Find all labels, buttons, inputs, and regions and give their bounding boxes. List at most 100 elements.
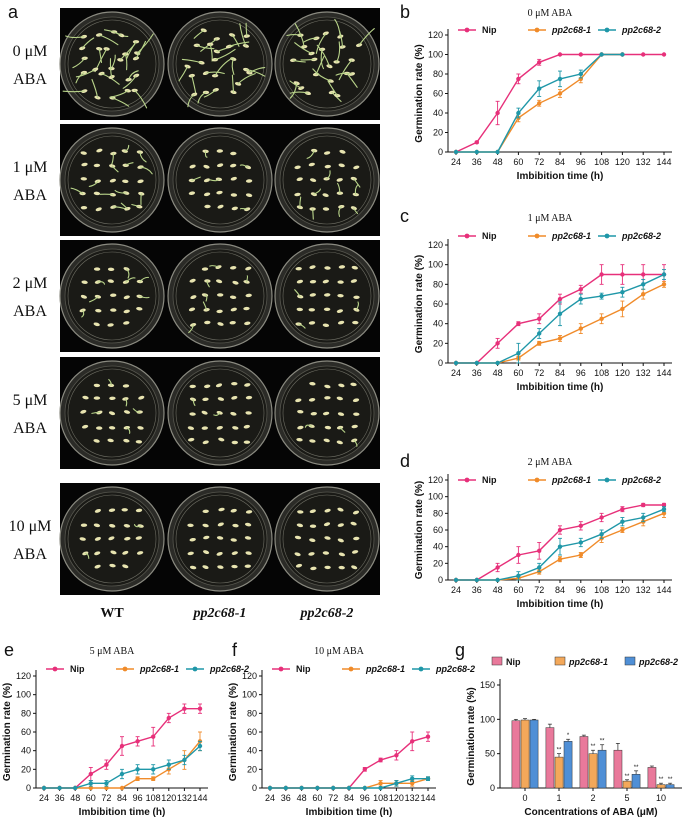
data-point	[661, 502, 667, 508]
x-tick-label: 108	[594, 157, 609, 167]
data-point	[151, 776, 156, 781]
rice-seed	[244, 383, 251, 387]
y-tick-label: 20	[433, 558, 443, 568]
data-point	[119, 785, 125, 791]
x-tick-label: 144	[656, 585, 671, 595]
data-point	[394, 781, 399, 786]
rice-seed	[107, 267, 115, 272]
legend-label: pp2c68-2	[621, 25, 661, 35]
seedling-sprout	[338, 59, 353, 81]
seedling-sprout	[316, 44, 331, 67]
rice-seed	[338, 163, 345, 168]
seedling-sprout	[312, 208, 314, 220]
rice-seed	[203, 535, 210, 540]
dish-inner-rim	[67, 368, 157, 458]
rice-seed	[93, 163, 101, 168]
rice-seed	[295, 398, 302, 403]
data-point	[88, 781, 94, 786]
seedling-sprout	[213, 412, 221, 416]
seedling-sprout	[192, 398, 196, 406]
data-point	[331, 785, 336, 791]
seedling-sprout	[62, 90, 85, 93]
seedling-sprout	[122, 75, 137, 89]
rice-seed	[217, 204, 224, 209]
seedling-sprout	[133, 524, 142, 528]
data-point	[557, 296, 563, 302]
row-label-aba: ABA	[13, 303, 47, 320]
rice-seed	[81, 280, 88, 284]
dish-inner-rim	[282, 19, 372, 109]
rice-seed	[122, 550, 129, 555]
rice-seed	[308, 162, 315, 167]
data-point	[88, 771, 94, 777]
seedling-sprout	[298, 323, 306, 329]
seedling-sprout	[70, 187, 84, 195]
y-axis-title: Germination rate (%)	[466, 687, 477, 785]
panel-letter-b: b	[400, 2, 410, 22]
rice-seed	[123, 309, 130, 314]
data-point	[661, 272, 667, 277]
data-point	[620, 306, 625, 312]
rice-seed	[216, 149, 223, 153]
rice-seed	[202, 523, 209, 528]
rice-seed	[230, 193, 238, 197]
rice-seed	[93, 191, 101, 196]
data-point	[119, 771, 125, 777]
rice-seed	[231, 551, 238, 555]
seedling-sprout	[326, 170, 331, 180]
x-tick-label: 48	[493, 157, 503, 167]
rice-seed	[229, 320, 236, 325]
rice-seed	[351, 424, 358, 429]
seedling-sprout	[239, 164, 249, 168]
rice-seed	[243, 440, 251, 444]
rice-seed	[218, 437, 225, 442]
chart-title: 0 μM ABA	[528, 8, 574, 19]
rice-seed	[109, 563, 116, 568]
rice-seed	[351, 265, 358, 270]
y-tick-label: 100	[428, 492, 443, 502]
chart-title: 1 μM ABA	[528, 213, 574, 224]
legend-marker	[534, 27, 540, 33]
rice-seed	[245, 510, 253, 514]
rice-seed	[190, 295, 197, 300]
petri-dish	[59, 486, 165, 592]
genotype-label: WT	[100, 606, 124, 621]
legend-entry: Nip	[458, 25, 497, 35]
rice-seed	[93, 383, 101, 388]
rice-seed	[294, 552, 301, 557]
rice-seed	[124, 536, 131, 541]
data-point	[410, 739, 415, 744]
legend-label: pp2c68-2	[621, 231, 661, 241]
y-tick-label: 150	[480, 680, 495, 690]
panel-letter-a: a	[8, 2, 19, 22]
y-tick-label: 60	[433, 525, 443, 535]
y-tick-label: 120	[16, 671, 31, 681]
petri-dish	[274, 360, 380, 466]
legend-marker	[192, 666, 198, 672]
significance-marker: *	[567, 733, 570, 739]
significance-marker: **	[668, 777, 673, 783]
data-point	[495, 110, 500, 116]
seedling-sprout	[202, 301, 208, 311]
seedling-sprout	[81, 37, 95, 49]
data-point	[73, 785, 78, 791]
seedling-sprout	[302, 37, 317, 43]
rice-seed	[216, 536, 224, 540]
seedling-sprout	[300, 58, 315, 61]
rice-seed	[232, 426, 239, 430]
data-point	[495, 577, 500, 583]
significance-marker: **	[557, 748, 562, 754]
seedling-sprout	[289, 91, 309, 94]
y-tick-label: 40	[433, 319, 443, 329]
x-tick-label: 72	[101, 793, 111, 803]
data-point	[641, 272, 646, 277]
rice-seed	[109, 178, 117, 183]
y-tick-label: 0	[490, 783, 495, 793]
data-point	[599, 272, 604, 277]
data-point	[557, 76, 563, 82]
legend-entry: Nip	[46, 664, 85, 674]
rice-seed	[122, 179, 129, 184]
rice-seed	[308, 308, 315, 312]
seedling-sprout	[131, 203, 140, 208]
rice-seed	[231, 564, 238, 569]
